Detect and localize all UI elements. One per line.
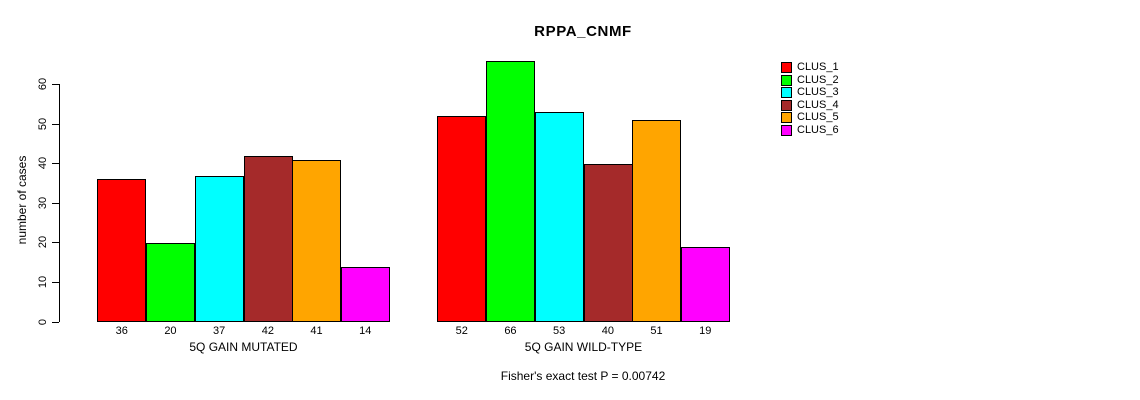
bar-clus_5-mutated	[292, 159, 342, 322]
bar-value-label: 66	[504, 325, 517, 337]
y-axis-tick	[52, 282, 59, 283]
legend-label: CLUS_6	[797, 123, 839, 136]
y-tick-label: 0	[37, 318, 49, 325]
y-tick-label: 50	[37, 117, 49, 130]
bar-value-label: 40	[601, 325, 614, 337]
bar-clus_1-wild-type	[437, 116, 487, 322]
bar-clus_5-wild-type	[632, 120, 682, 322]
y-tick-label: 40	[37, 156, 49, 170]
legend-swatch-clus_1	[781, 62, 792, 73]
legend-item-clus_5: CLUS_5	[781, 112, 839, 123]
bar-value-label: 53	[553, 325, 566, 337]
legend-item-clus_4: CLUS_4	[781, 98, 839, 111]
y-axis-tick	[52, 322, 59, 323]
legend-swatch-clus_6	[781, 124, 792, 136]
y-axis-tick	[52, 242, 59, 243]
y-tick-label: 30	[37, 196, 49, 209]
legend-swatch-clus_3	[781, 87, 792, 98]
legend-label: CLUS_2	[797, 73, 839, 86]
legend-item-clus_2: CLUS_2	[781, 73, 839, 86]
chart-title: RPPA_CNMF	[534, 23, 632, 40]
bar-value-label: 51	[650, 325, 663, 337]
bar-value-label: 19	[699, 325, 712, 337]
legend-swatch-clus_4	[781, 99, 792, 111]
bar-value-label: 20	[164, 325, 177, 337]
y-tick-label: 10	[37, 275, 49, 289]
bar-value-label: 37	[213, 325, 226, 337]
y-tick-label: 60	[37, 77, 49, 91]
bar-clus_2-mutated	[146, 242, 196, 322]
legend-swatch-clus_5	[781, 112, 792, 123]
bar-clus_2-wild-type	[486, 60, 536, 322]
bar-value-label: 36	[115, 325, 128, 337]
legend: CLUS_1 CLUS_2 CLUS_3 CLUS_4 CLUS_5 CLUS_6	[781, 62, 839, 137]
bar-clus_6-mutated	[340, 266, 390, 322]
legend-item-clus_3: CLUS_3	[781, 87, 839, 98]
legend-swatch-clus_2	[781, 74, 792, 86]
bar-clus_3-mutated	[194, 175, 244, 322]
bar-value-label: 42	[261, 325, 274, 337]
bar-clus_4-mutated	[243, 155, 293, 322]
legend-label: CLUS_3	[797, 86, 839, 98]
bar-clus_4-wild-type	[583, 163, 633, 322]
legend-label: CLUS_4	[797, 98, 839, 111]
y-axis-line	[59, 83, 60, 323]
bar-clus_1-mutated	[97, 179, 147, 322]
y-axis-tick	[52, 124, 59, 125]
y-axis-tick	[52, 163, 59, 164]
legend-item-clus_1: CLUS_1	[781, 62, 839, 73]
legend-label: CLUS_1	[797, 61, 839, 73]
y-axis-tick	[52, 84, 59, 85]
legend-item-clus_6: CLUS_6	[781, 123, 839, 136]
bar-clus_3-wild-type	[534, 112, 584, 322]
fisher-test-annotation: Fisher's exact test P = 0.00742	[500, 369, 666, 383]
bar-clus_6-wild-type	[680, 246, 730, 322]
bar-value-label: 52	[455, 325, 468, 337]
group-label: 5Q GAIN MUTATED	[189, 340, 298, 354]
y-axis-tick	[52, 203, 59, 204]
legend-label: CLUS_5	[797, 111, 839, 123]
bar-value-label: 14	[359, 325, 372, 337]
y-tick-label: 20	[37, 236, 49, 249]
bar-value-label: 41	[310, 325, 323, 337]
group-label: 5Q GAIN WILD-TYPE	[524, 340, 643, 354]
